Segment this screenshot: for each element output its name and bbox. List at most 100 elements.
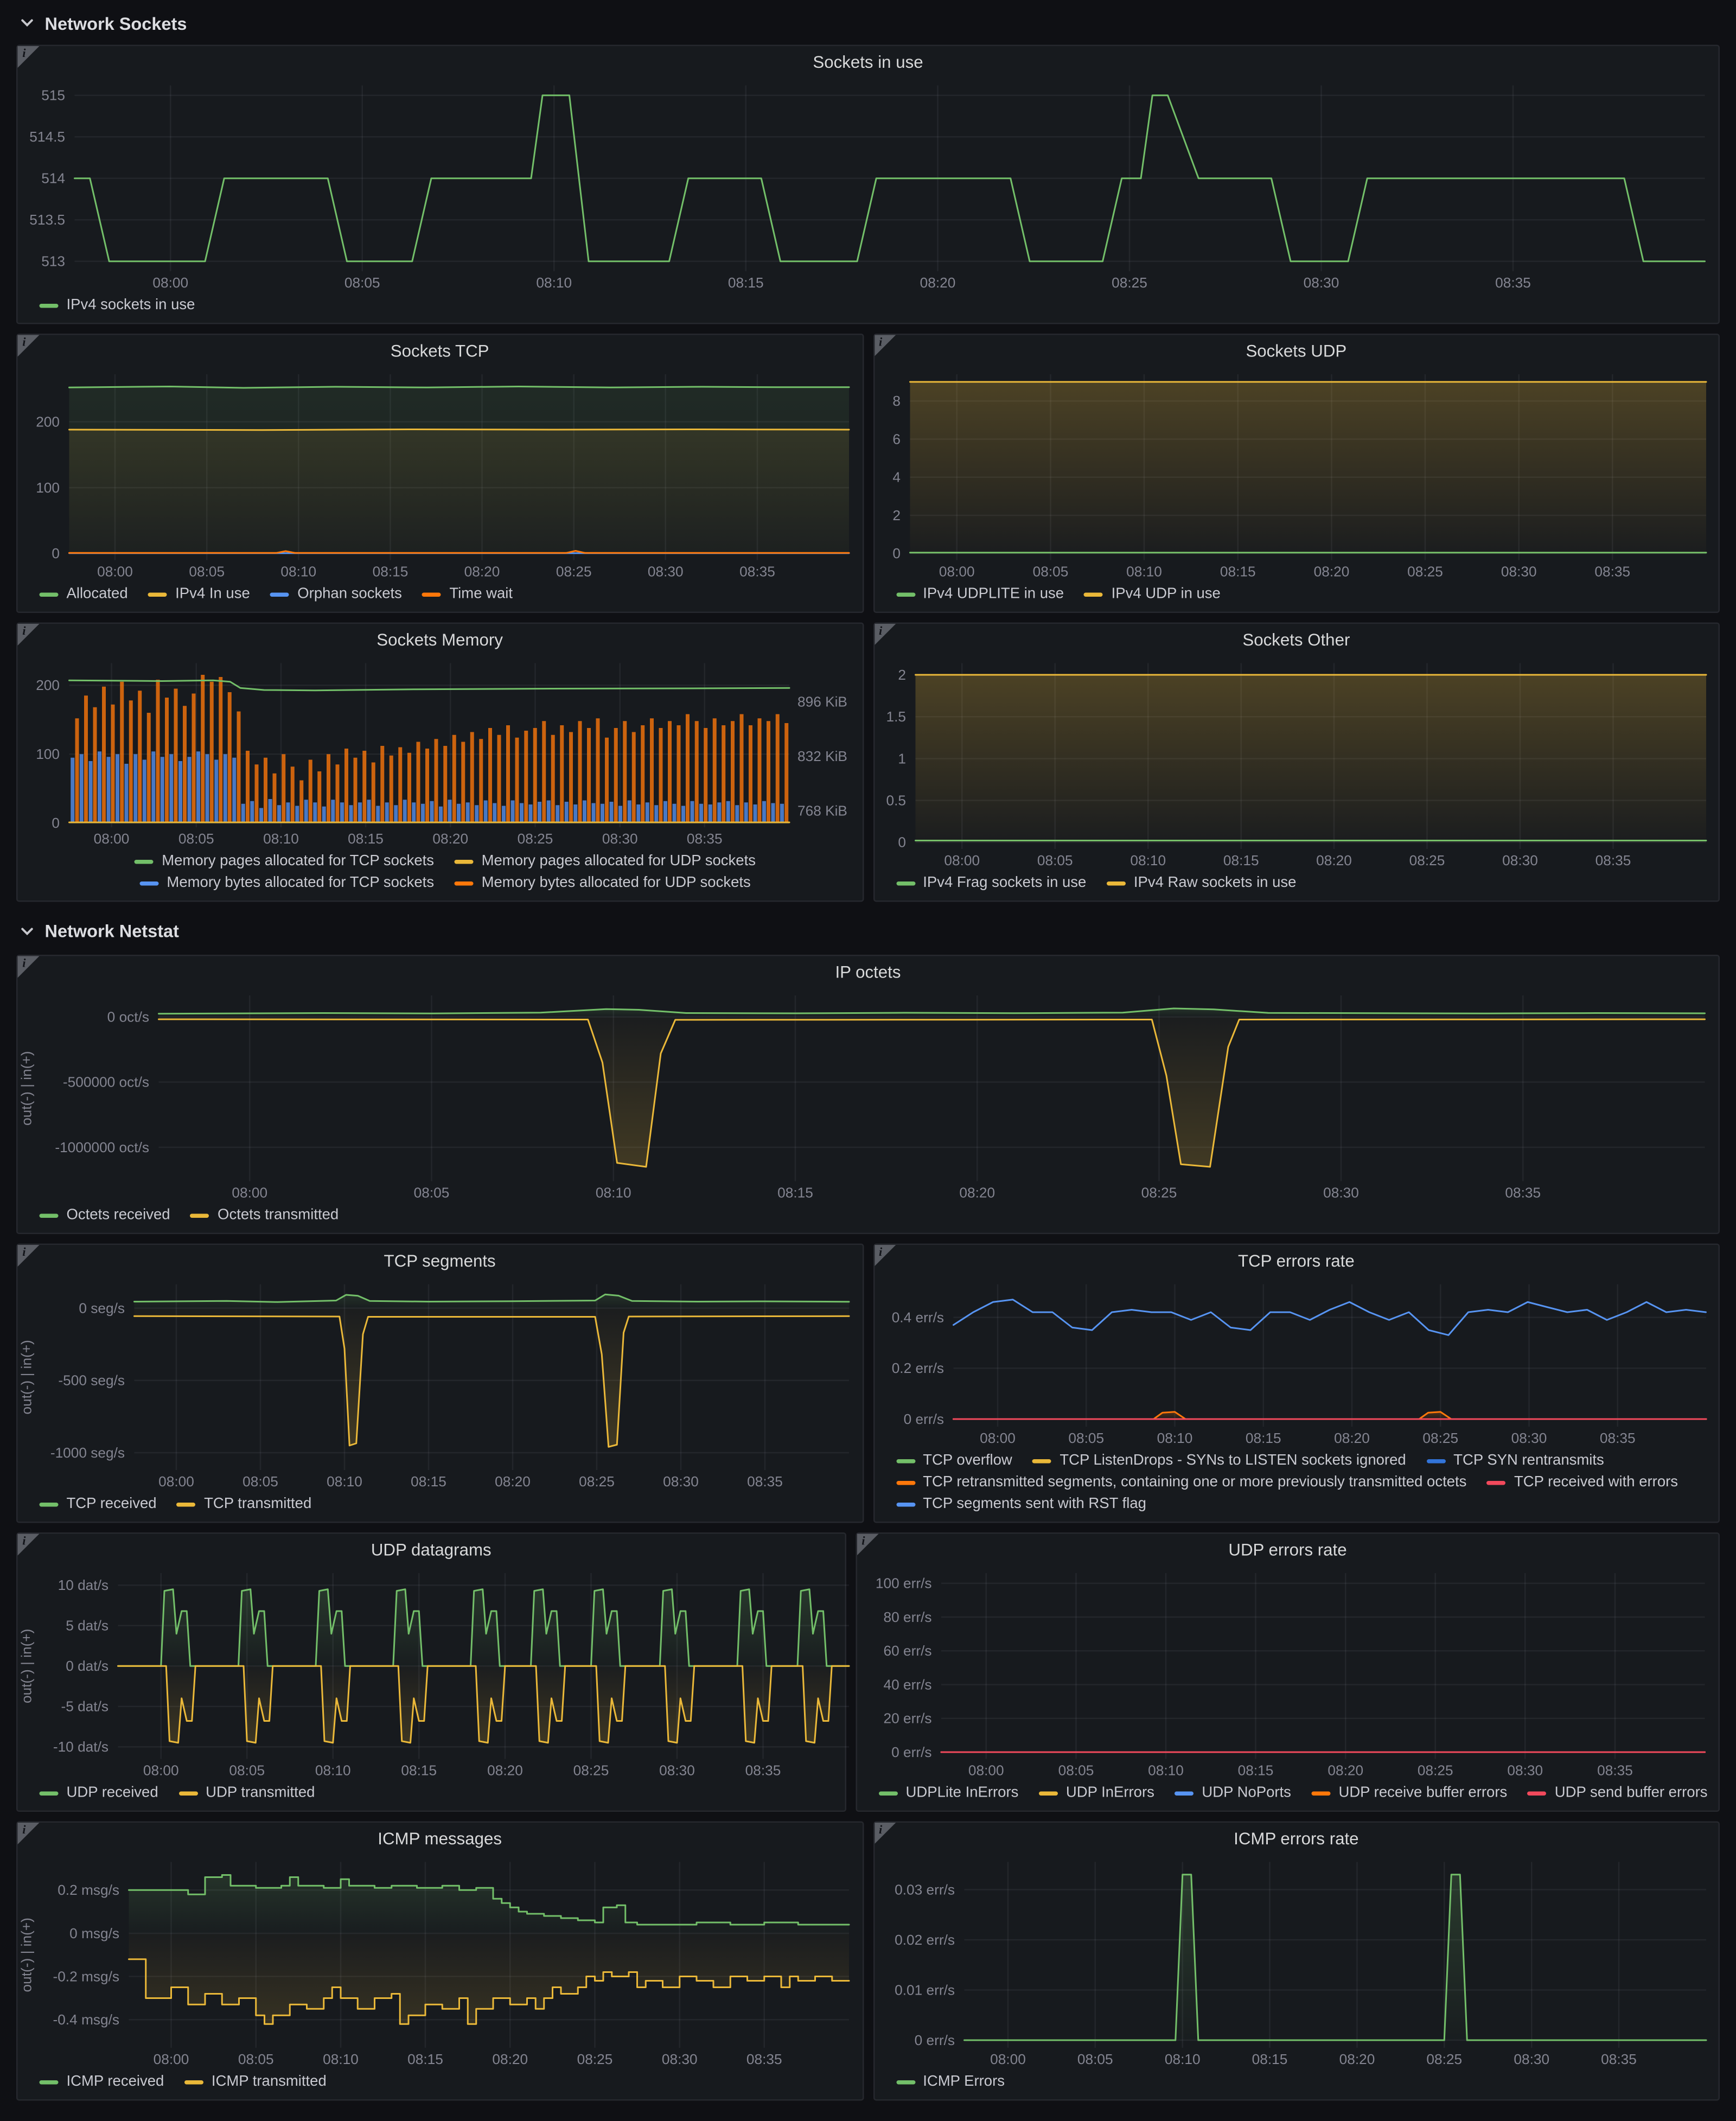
legend-item[interactable]: UDPLite InErrors	[878, 1784, 1018, 1804]
legend-item[interactable]: IPv4 Raw sockets in use	[1106, 873, 1296, 894]
legend-label: ICMP Errors	[923, 2073, 1005, 2090]
panel-header[interactable]: Sockets UDP	[874, 335, 1718, 367]
chart-udp-errors-rate[interactable]: 08:00 08:05 08:10 08:15 08:20 08:25 08:30 08:35…	[857, 1565, 1719, 1782]
legend-item[interactable]: IPv4 UDPLITE in use	[896, 585, 1064, 605]
chart-sockets-udp[interactable]: 08:00 08:05 08:10 08:15 08:20 08:25 08:30 08:35…	[874, 366, 1718, 583]
chevron-down-icon	[21, 19, 33, 27]
legend-series-color	[39, 1791, 59, 1796]
svg-text:08:00: 08:00	[152, 274, 188, 291]
legend-item[interactable]: IPv4 Frag sockets in use	[896, 873, 1086, 894]
svg-text:08:10: 08:10	[596, 1185, 631, 1201]
info-icon: i	[22, 46, 26, 60]
legend-item[interactable]: ICMP Errors	[896, 2072, 1005, 2093]
chart-sockets-memory[interactable]: 08:00 08:05 08:10 08:15 08:20 08:25 08:30 08:35…	[18, 655, 862, 851]
svg-text:4: 4	[892, 469, 900, 485]
legend-item[interactable]: TCP transmitted	[177, 1494, 311, 1515]
legend-item[interactable]: UDP transmitted	[178, 1784, 315, 1804]
legend-item[interactable]: TCP received	[39, 1494, 157, 1515]
svg-text:0 msg/s: 0 msg/s	[69, 1925, 119, 1941]
svg-text:08:00: 08:00	[143, 1762, 179, 1779]
legend-item[interactable]: TCP ListenDrops - SYNs to LISTEN sockets…	[1032, 1451, 1406, 1472]
legend-item[interactable]: Memory bytes allocated for TCP sockets	[139, 873, 434, 894]
svg-text:08:35: 08:35	[1599, 1430, 1635, 1446]
svg-text:08:10: 08:10	[1156, 1430, 1192, 1446]
legend-item[interactable]: UDP InErrors	[1038, 1784, 1154, 1804]
legend-series-color	[896, 881, 915, 886]
section-header-network-sockets[interactable]: Network Sockets	[16, 5, 1720, 41]
svg-text:08:20: 08:20	[432, 830, 468, 847]
legend-item[interactable]: Octets transmitted	[190, 1206, 339, 1226]
legend-item[interactable]: UDP receive buffer errors	[1311, 1784, 1507, 1804]
svg-text:08:30: 08:30	[1501, 564, 1536, 580]
legend-item[interactable]: IPv4 sockets in use	[39, 296, 195, 316]
panel-header[interactable]: Sockets TCP	[18, 335, 862, 367]
legend-item[interactable]: ICMP transmitted	[184, 2072, 327, 2093]
legend-label: TCP SYN rentransmits	[1453, 1452, 1604, 1469]
chart-udp-datagrams[interactable]: 08:00 08:05 08:10 08:15 08:20 08:25 08:30 08:35…	[18, 1565, 850, 1782]
legend-item[interactable]: Octets received	[39, 1206, 170, 1226]
legend-item[interactable]: Memory pages allocated for TCP sockets	[135, 852, 434, 872]
legend-item[interactable]: Memory bytes allocated for UDP sockets	[454, 873, 751, 894]
svg-text:-10 dat/s: -10 dat/s	[53, 1739, 108, 1755]
chart-icmp-messages[interactable]: 08:00 08:05 08:10 08:15 08:20 08:25 08:30 08:35…	[18, 1854, 862, 2071]
chart-sockets-other[interactable]: 08:00 08:05 08:10 08:15 08:20 08:25 08:30 08:35…	[874, 655, 1718, 872]
svg-text:0.02 err/s: 0.02 err/s	[894, 1932, 954, 1948]
svg-text:-0.2 msg/s: -0.2 msg/s	[53, 1968, 119, 1984]
legend-item[interactable]: UDP received	[39, 1784, 158, 1804]
panel-header[interactable]: TCP segments	[18, 1245, 862, 1276]
legend-item[interactable]: UDP NoPorts	[1175, 1784, 1291, 1804]
svg-text:-500 seg/s: -500 seg/s	[58, 1372, 125, 1389]
chart-icmp-errors-rate[interactable]: 08:00 08:05 08:10 08:15 08:20 08:25 08:30 08:35…	[874, 1854, 1718, 2071]
svg-text:0 seg/s: 0 seg/s	[79, 1300, 125, 1316]
legend-item[interactable]: Orphan sockets	[270, 585, 402, 605]
panel-header[interactable]: ICMP messages	[18, 1823, 862, 1854]
chart-sockets-tcp[interactable]: 08:00 08:05 08:10 08:15 08:20 08:25 08:30 08:35…	[18, 366, 862, 583]
panel-header[interactable]: Sockets Memory	[18, 624, 862, 655]
svg-text:08:15: 08:15	[348, 830, 384, 847]
legend-item[interactable]: ICMP received	[39, 2072, 164, 2093]
svg-text:08:25: 08:25	[518, 830, 553, 847]
chart-tcp-errors-rate[interactable]: 08:00 08:05 08:10 08:15 08:20 08:25 08:30 08:35…	[874, 1276, 1718, 1450]
svg-text:6: 6	[892, 431, 900, 447]
panel-header[interactable]: Sockets Other	[874, 624, 1718, 655]
legend-series-color	[1527, 1791, 1547, 1796]
legend-item[interactable]: TCP overflow	[896, 1451, 1012, 1472]
svg-text:08:25: 08:25	[1417, 1762, 1453, 1779]
svg-text:08:25: 08:25	[1407, 564, 1443, 580]
legend-label: UDP send buffer errors	[1554, 1785, 1708, 1801]
legend-item[interactable]: Time wait	[422, 585, 513, 605]
legend-item[interactable]: UDP send buffer errors	[1527, 1784, 1708, 1804]
legend-series-color	[270, 592, 290, 597]
section-header-network-netstat[interactable]: Network Netstat	[16, 911, 1720, 951]
legend-label: ICMP received	[66, 2073, 164, 2090]
svg-text:08:05: 08:05	[178, 830, 214, 847]
legend-row: TCP received TCP transmitted	[39, 1494, 851, 1515]
legend-series-color	[422, 592, 442, 597]
panel-header[interactable]: UDP datagrams	[18, 1534, 845, 1566]
legend-label: Memory pages allocated for UDP sockets	[481, 853, 756, 870]
panel-header[interactable]: ICMP errors rate	[874, 1823, 1718, 1854]
legend-row: Memory pages allocated for TCP sockets Me…	[40, 852, 851, 872]
legend-label: Memory pages allocated for TCP sockets	[162, 853, 435, 870]
chart-ip-octets[interactable]: 08:00 08:05 08:10 08:15 08:20 08:25 08:30 08:35…	[18, 987, 1719, 1204]
legend-item[interactable]: TCP received with errors	[1486, 1473, 1678, 1493]
svg-text:08:10: 08:10	[323, 2051, 359, 2067]
legend-item[interactable]: TCP retransmitted segments, containing o…	[896, 1473, 1466, 1493]
panel-header[interactable]: TCP errors rate	[874, 1245, 1718, 1276]
legend-item[interactable]: IPv4 UDP in use	[1084, 585, 1221, 605]
svg-text:100: 100	[36, 480, 60, 496]
legend-item[interactable]: Memory pages allocated for UDP sockets	[454, 852, 756, 872]
panel-header[interactable]: Sockets in use	[18, 46, 1719, 78]
chart-sockets-in-use[interactable]: 08:00 08:05 08:10 08:15 08:20 08:25 08:30 08:35…	[18, 78, 1719, 295]
legend-item[interactable]: IPv4 In use	[148, 585, 250, 605]
chart-tcp-segments[interactable]: 08:00 08:05 08:10 08:15 08:20 08:25 08:30 08:35…	[18, 1276, 862, 1493]
panel-tcp-errors-rate: i TCP errors rate 08:00 08:05 08:10 08:15 08…	[872, 1243, 1720, 1523]
legend-series-color	[1486, 1480, 1506, 1486]
legend-item[interactable]: TCP segments sent with RST flag	[896, 1494, 1146, 1515]
panel-header[interactable]: UDP errors rate	[857, 1534, 1719, 1566]
legend-item[interactable]: Allocated	[39, 585, 128, 605]
panel-header[interactable]: IP octets	[18, 956, 1719, 988]
legend-item[interactable]: TCP SYN rentransmits	[1426, 1451, 1604, 1472]
panel-title: Sockets Memory	[376, 630, 503, 649]
svg-text:08:20: 08:20	[1333, 1430, 1369, 1446]
